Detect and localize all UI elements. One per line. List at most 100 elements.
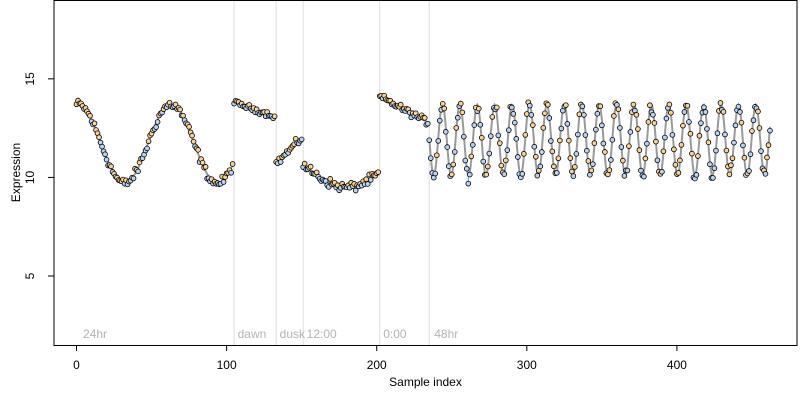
data-point [103, 156, 110, 163]
data-point [546, 115, 553, 121]
data-point [367, 177, 374, 183]
data-point [445, 163, 452, 169]
data-point [738, 119, 745, 126]
data-point [696, 132, 703, 139]
data-point [498, 162, 505, 169]
data-point [684, 102, 691, 109]
x-tick-label: 200 [367, 358, 387, 372]
data-point [554, 170, 560, 176]
data-point [659, 168, 665, 175]
data-point [756, 125, 763, 131]
data-point [594, 110, 601, 117]
data-point [558, 125, 565, 132]
data-point [469, 142, 476, 148]
data-point [687, 130, 694, 137]
data-point [638, 167, 644, 174]
data-point [732, 122, 739, 129]
data-point [531, 143, 538, 150]
data-point [421, 115, 428, 121]
data-point [758, 148, 764, 154]
data-point [710, 175, 716, 181]
region-label: 24hr [83, 327, 107, 341]
data-point [620, 157, 626, 164]
data-point [478, 134, 485, 141]
data-point [509, 104, 515, 111]
data-point [711, 165, 718, 172]
data-point [436, 117, 443, 124]
data-point [563, 102, 569, 108]
data-point [741, 154, 748, 161]
data-point [645, 119, 652, 125]
y-tick-label: 10 [23, 170, 37, 184]
data-point [506, 127, 512, 133]
data-point [767, 127, 773, 134]
data-point [686, 119, 692, 125]
data-point [651, 120, 658, 126]
data-point [713, 147, 719, 154]
data-point [582, 132, 589, 138]
data-point [707, 161, 713, 168]
data-point [729, 155, 736, 162]
data-point [513, 136, 520, 142]
data-point [375, 169, 382, 175]
data-point [726, 171, 733, 178]
data-point [551, 163, 557, 170]
data-point [510, 111, 517, 117]
y-axis: 5 10 15 [23, 72, 54, 279]
region-label: dawn [238, 327, 267, 341]
data-point [660, 148, 667, 155]
data-point [672, 161, 679, 168]
data-point [618, 144, 625, 150]
data-point [765, 142, 772, 148]
data-point [615, 106, 622, 112]
data-point [460, 133, 467, 140]
data-point [475, 105, 482, 112]
data-point [542, 110, 548, 117]
data-point [681, 109, 688, 115]
data-point [585, 158, 592, 164]
data-point [180, 112, 186, 119]
data-point [130, 175, 137, 182]
data-point [626, 143, 632, 149]
data-point [427, 155, 434, 161]
data-point [108, 163, 114, 170]
data-point [468, 153, 475, 160]
data-point [512, 119, 518, 126]
data-point [588, 167, 595, 174]
data-point [189, 132, 195, 139]
data-point [307, 163, 314, 170]
data-point [301, 160, 308, 167]
data-point [573, 151, 580, 157]
region-label: 48hr [434, 327, 458, 341]
data-point [195, 147, 201, 153]
data-point [621, 173, 628, 179]
data-point [480, 158, 487, 165]
data-point [135, 168, 141, 175]
y-tick-label: 5 [23, 272, 37, 279]
data-point [599, 122, 605, 129]
data-point [717, 100, 724, 106]
data-point [527, 102, 533, 109]
data-point [451, 149, 458, 155]
region-dividers [233, 0, 430, 345]
data-point [432, 170, 439, 177]
data-point [484, 163, 491, 170]
data-point [496, 140, 503, 146]
data-point [698, 120, 704, 126]
data-point [650, 111, 656, 118]
data-point [570, 173, 577, 179]
data-point [522, 132, 529, 138]
data-point [689, 150, 695, 157]
data-point [590, 161, 596, 167]
data-point [669, 132, 676, 138]
data-point [177, 106, 183, 113]
x-tick-label: 100 [217, 358, 237, 372]
x-axis: 0 100 200 300 400 [73, 345, 687, 372]
data-point [144, 145, 150, 152]
data-point [593, 126, 599, 133]
data-point [462, 157, 469, 164]
data-point [597, 103, 604, 110]
data-point [750, 117, 757, 124]
data-point [644, 140, 650, 147]
data-point [693, 172, 700, 178]
